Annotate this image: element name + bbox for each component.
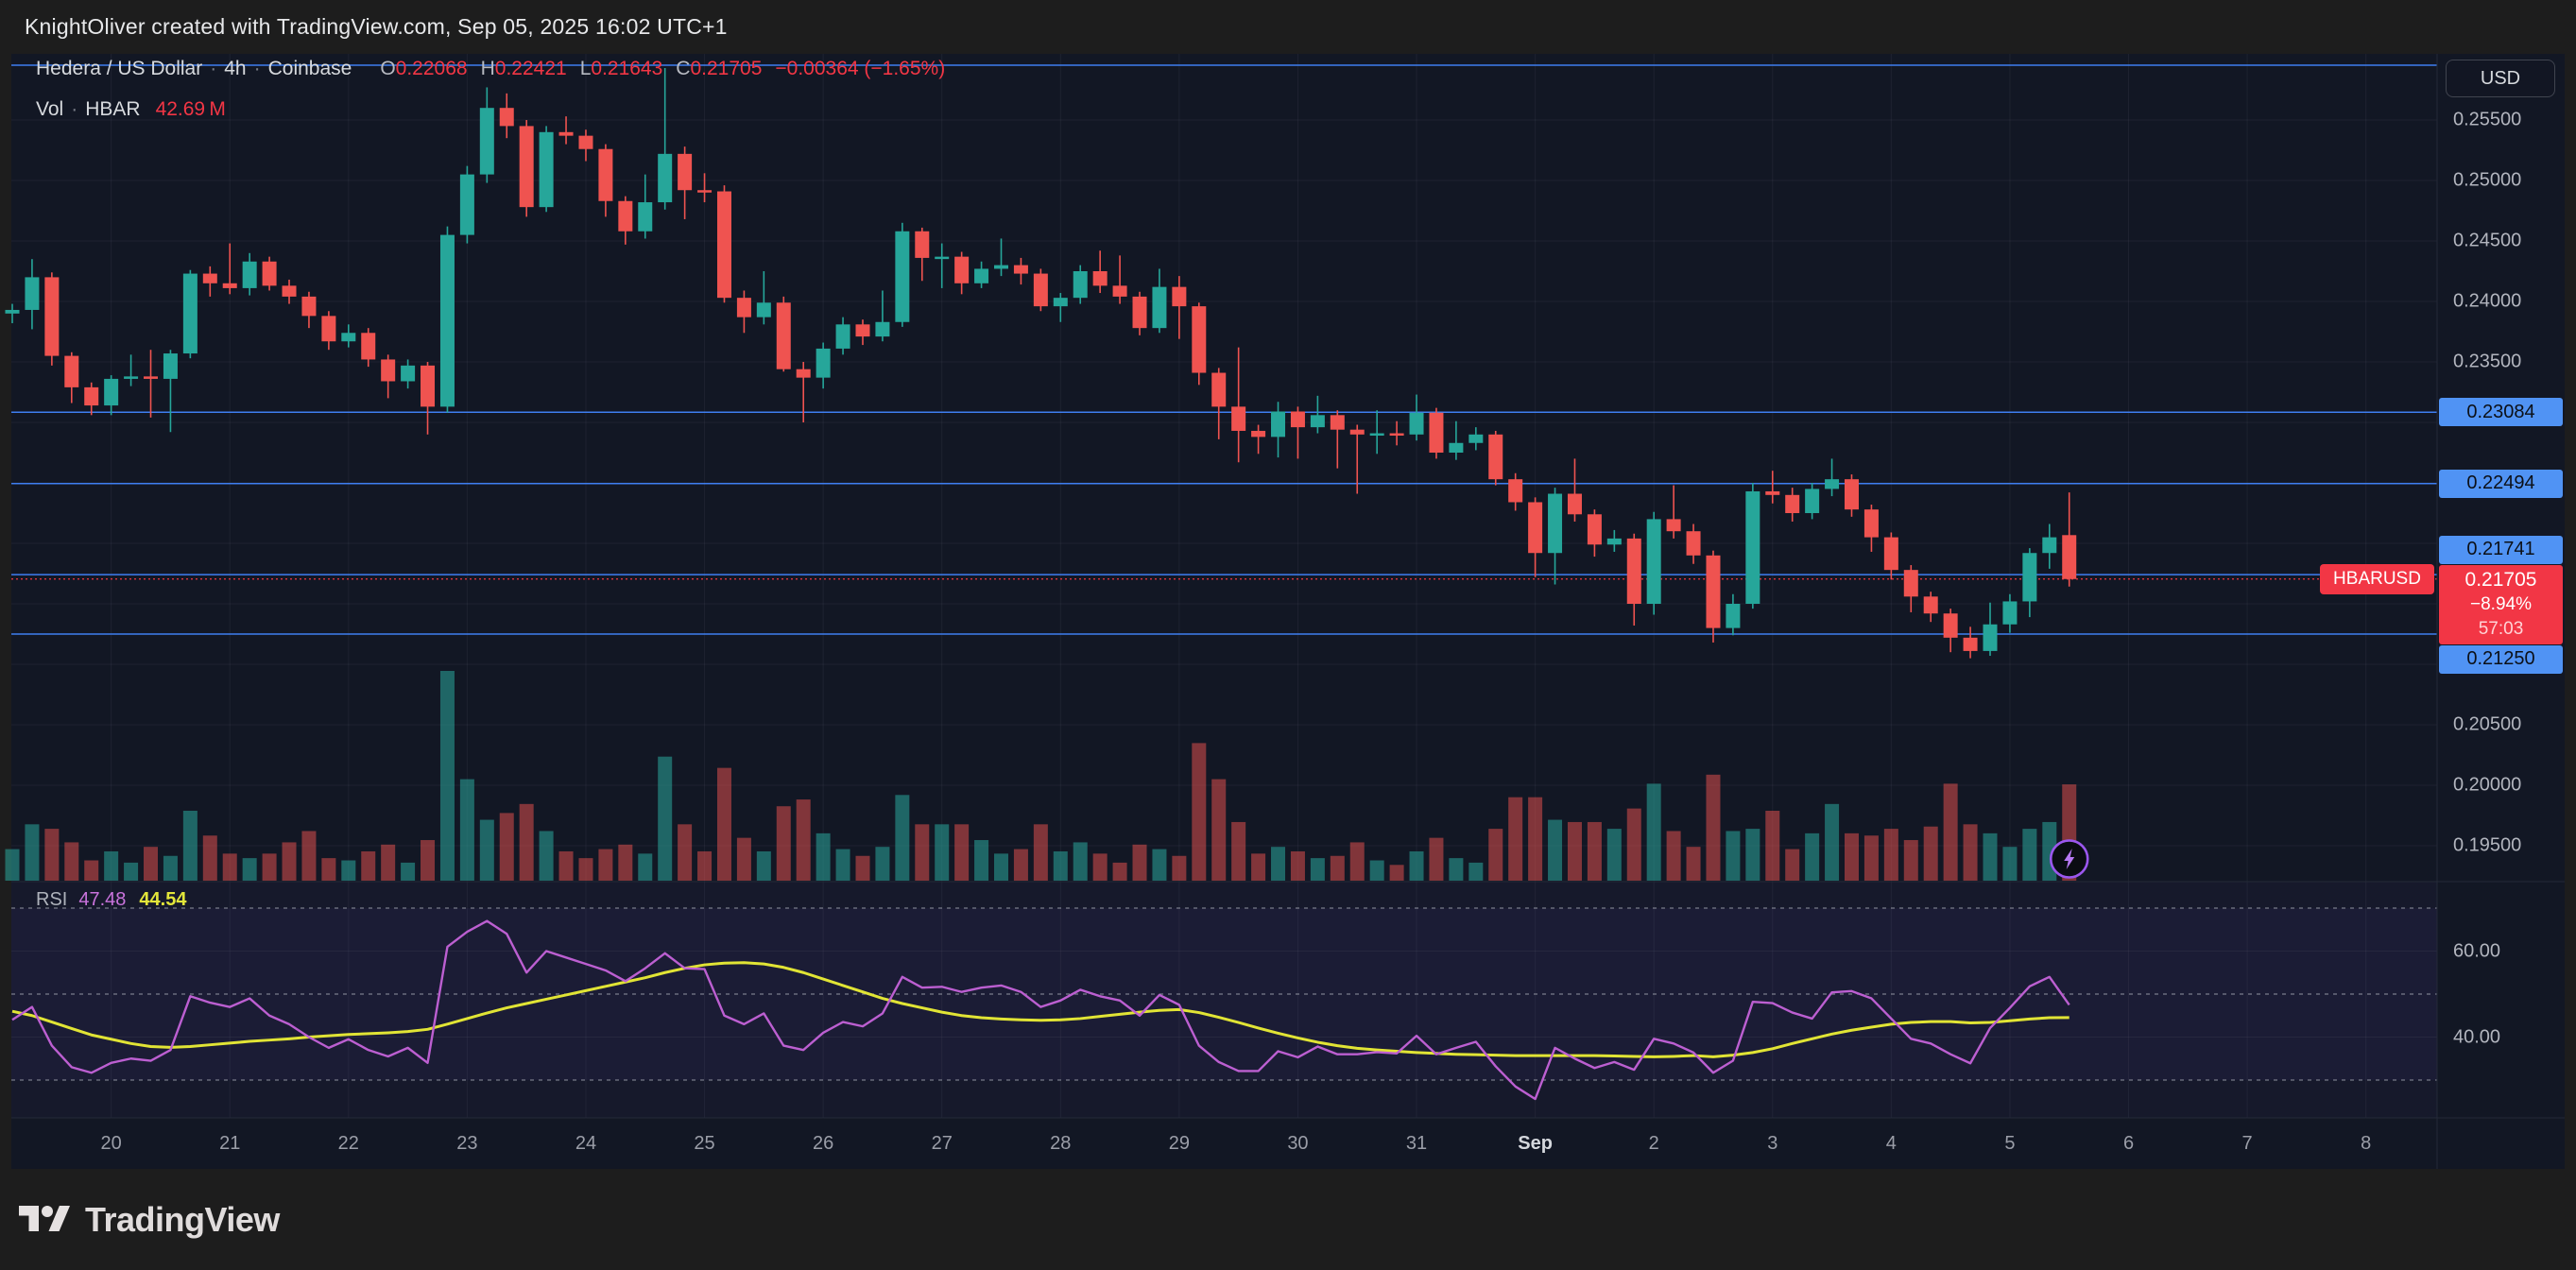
volume-legend[interactable]: Vol · HBAR 42.69 M [36,98,226,121]
time-axis-label[interactable]: 2 [1648,1133,1659,1154]
tradingview-wordmark[interactable]: TradingView [85,1199,280,1239]
time-axis-label[interactable]: 30 [1287,1133,1309,1154]
time-axis-label[interactable]: 20 [100,1133,122,1154]
level-price-badge: 0.21250 [2439,644,2563,674]
time-axis-label[interactable]: 27 [931,1133,953,1154]
time-axis-label[interactable]: 22 [337,1133,359,1154]
time-axis-label[interactable]: 4 [1885,1133,1897,1154]
footer-bar: TradingView [0,1169,2576,1270]
symbol-price-tag: HBARUSD [2320,563,2434,594]
rsi-legend[interactable]: RSI 47.48 44.54 [36,889,186,911]
ohlc-close-value: 0.21705 [690,58,763,79]
price-axis-label[interactable]: 0.20500 [2453,713,2522,735]
legend-separator: · [71,98,78,120]
ohlc-change-value: −0.00364 (−1.65%) [775,58,946,79]
level-price-badge: 0.21741 [2439,535,2563,564]
last-price-badge: 0.21705 −8.94% 57:03 [2439,564,2563,644]
price-change-percent: −8.94% [2470,594,2532,615]
price-axis-label[interactable]: 0.25000 [2453,169,2522,191]
rsi-axis-label[interactable]: 40.00 [2453,1026,2501,1047]
legend-separator: · [253,58,261,79]
volume-unit: HBAR [85,98,141,120]
symbol-title: Hedera / US Dollar [36,58,203,79]
rsi-value: 47.48 [78,889,127,910]
level-price-badge: 0.23084 [2439,398,2563,427]
ohlc-high-value: 0.22421 [494,58,567,79]
price-axis-label[interactable]: 0.24000 [2453,290,2522,312]
time-axis-label[interactable]: Sep [1518,1133,1553,1154]
tradingview-logo-icon[interactable] [19,1200,70,1240]
symbol-legend[interactable]: Hedera / US Dollar · 4h · Coinbase O 0.22… [36,58,945,80]
ohlc-low-value: 0.21643 [591,58,663,79]
level-price-badge: 0.22494 [2439,469,2563,498]
price-axis-label[interactable]: 0.25500 [2453,109,2522,130]
bar-countdown: 57:03 [2478,619,2524,640]
rsi-ma-value: 44.54 [139,889,187,910]
rsi-axis-label[interactable]: 60.00 [2453,940,2501,961]
currency-button[interactable]: USD [2446,60,2555,97]
time-axis-label[interactable]: 31 [1405,1133,1428,1154]
ohlc-open-value: 0.22068 [395,58,468,79]
price-axis-label[interactable]: 0.19500 [2453,834,2522,856]
time-axis-label[interactable]: 23 [456,1133,478,1154]
ohlc-close-label: C [676,58,691,79]
symbol-interval: 4h [224,58,247,79]
volume-label: Vol [36,98,64,120]
last-price-value: 0.21705 [2464,569,2537,592]
price-axis-label[interactable]: 0.23500 [2453,351,2522,372]
price-axis-label[interactable]: 0.20000 [2453,774,2522,796]
time-axis-label[interactable]: 21 [219,1133,241,1154]
time-axis-label[interactable]: 25 [694,1133,715,1154]
time-axis-label[interactable]: 6 [2122,1133,2135,1154]
time-axis-label[interactable]: 29 [1168,1133,1190,1154]
legend-separator: · [210,58,217,79]
ohlc-open-label: O [380,58,396,79]
price-axis-label[interactable]: 0.24500 [2453,230,2522,251]
attribution-text: KnightOliver created with TradingView.co… [25,14,728,39]
volume-value: 42.69 M [155,98,226,120]
time-axis-label[interactable]: 5 [2004,1133,2016,1154]
time-axis-label[interactable]: 3 [1767,1133,1778,1154]
time-axis-label[interactable]: 24 [575,1133,597,1154]
ohlc-high-label: H [480,58,495,79]
symbol-exchange: Coinbase [267,58,352,79]
time-axis-label[interactable]: 26 [813,1133,834,1154]
rsi-label: RSI [36,889,68,910]
currency-button-label: USD [2480,67,2521,89]
header-bar: KnightOliver created with TradingView.co… [0,0,2576,54]
time-axis-label[interactable]: 7 [2241,1133,2253,1154]
ohlc-low-label: L [579,58,592,79]
time-axis-label[interactable]: 8 [2361,1133,2372,1154]
time-axis-label[interactable]: 28 [1050,1133,1072,1154]
